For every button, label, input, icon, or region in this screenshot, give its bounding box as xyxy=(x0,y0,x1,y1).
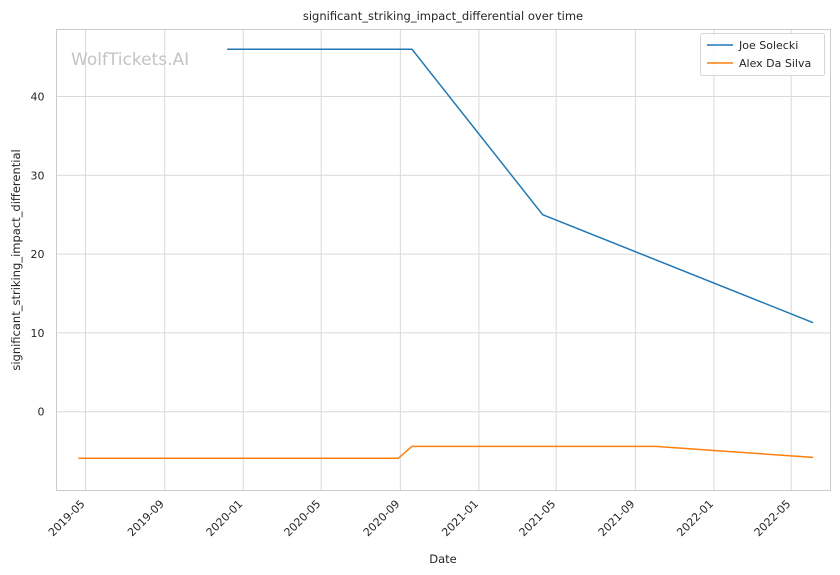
x-tick-label: 2020-01 xyxy=(204,497,246,539)
tick-layer: 0 10 20 30 40 2019-05 2019-09 2020-01 2020-05 202… xyxy=(31,90,794,539)
legend: Joe Solecki Alex Da Silva xyxy=(700,33,825,76)
y-tick-label: 10 xyxy=(31,327,45,340)
plot-frame xyxy=(56,29,831,491)
x-tick-label: 2019-05 xyxy=(46,497,88,539)
legend-label-alex-da-silva: Alex Da Silva xyxy=(739,57,811,70)
watermark: WolfTickets.AI xyxy=(71,50,189,70)
x-tick-label: 2022-05 xyxy=(752,497,794,539)
x-tick-label: 2021-09 xyxy=(596,497,638,539)
x-tick-label: 2022-01 xyxy=(674,497,716,539)
series-line-alex-da-silva xyxy=(78,445,814,459)
series-layer xyxy=(78,48,814,459)
y-tick-label: 0 xyxy=(38,406,45,419)
legend-box xyxy=(700,33,825,76)
y-tick-label: 20 xyxy=(31,248,45,261)
y-tick-label: 40 xyxy=(31,90,45,103)
x-tick-label: 2019-09 xyxy=(125,497,167,539)
x-tick-label: 2021-05 xyxy=(517,497,559,539)
x-tick-label: 2021-01 xyxy=(439,497,481,539)
y-tick-label: 30 xyxy=(31,169,45,182)
legend-label-joe-solecki: Joe Solecki xyxy=(738,39,798,52)
x-tick-label: 2020-05 xyxy=(282,497,324,539)
chart-title: significant_striking_impact_differential… xyxy=(303,9,583,23)
y-axis-label: significant_striking_impact_differential xyxy=(9,149,23,370)
series-line-joe-solecki xyxy=(227,48,814,324)
x-tick-label: 2020-09 xyxy=(361,497,403,539)
x-axis-label: Date xyxy=(429,552,457,566)
grid-layer xyxy=(56,29,831,491)
